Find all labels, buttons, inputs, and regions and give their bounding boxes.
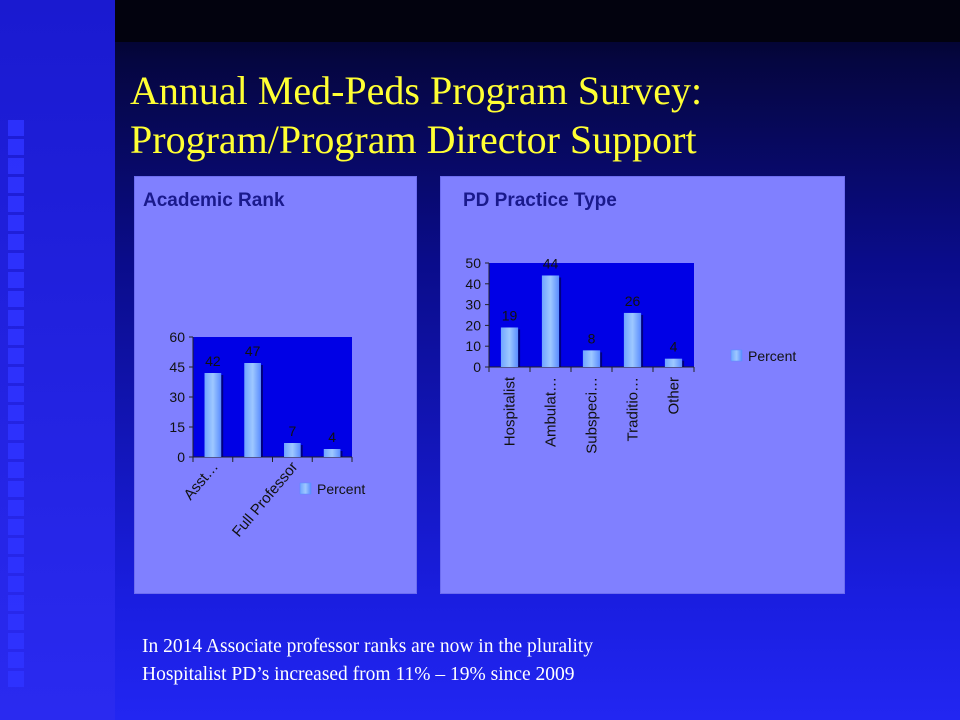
decor-square bbox=[8, 196, 24, 212]
decor-square bbox=[8, 158, 24, 174]
decor-square bbox=[8, 652, 24, 668]
y-tick-label: 40 bbox=[465, 276, 481, 292]
y-tick-label: 15 bbox=[169, 419, 185, 435]
decor-square bbox=[8, 405, 24, 421]
decor-square bbox=[8, 443, 24, 459]
data-label: 19 bbox=[502, 307, 518, 323]
x-tick-label: Asst… bbox=[181, 459, 222, 504]
data-label: 4 bbox=[670, 339, 678, 355]
decor-square bbox=[8, 500, 24, 516]
bar bbox=[204, 373, 222, 457]
bar bbox=[244, 363, 261, 457]
slide-notes: In 2014 Associate professor ranks are no… bbox=[142, 633, 942, 689]
chart-panel-academic-rank: Academic Rank 0 15 30 45 60 42 47 7 4 Asst… Full Pr… bbox=[134, 176, 417, 594]
decor-square bbox=[8, 614, 24, 630]
note-line-1: In 2014 Associate professor ranks are no… bbox=[142, 636, 594, 657]
x-tick-label: Hospitalist bbox=[502, 376, 519, 446]
y-tick-label: 60 bbox=[169, 329, 185, 345]
title-line-1: Annual Med-Peds Program Survey: bbox=[130, 68, 703, 113]
decor-square bbox=[8, 177, 24, 193]
decor-square bbox=[8, 462, 24, 478]
data-label: 47 bbox=[245, 343, 261, 359]
data-label: 44 bbox=[543, 255, 559, 271]
chart-title: Academic Rank bbox=[143, 190, 285, 211]
decor-square bbox=[8, 253, 24, 269]
legend-swatch bbox=[299, 482, 312, 495]
decor-square bbox=[8, 215, 24, 231]
decor-square bbox=[8, 234, 24, 250]
y-tick-label: 50 bbox=[465, 255, 481, 271]
bar bbox=[541, 275, 560, 367]
legend-swatch bbox=[730, 349, 743, 362]
note-line-2: Hospitalist PD’s increased from 11% – 19… bbox=[142, 664, 575, 685]
title-line-2: Program/Program Director Support bbox=[130, 117, 697, 162]
x-tick-label: Full Professor bbox=[229, 459, 302, 541]
decor-square bbox=[8, 329, 24, 345]
decor-square bbox=[8, 519, 24, 535]
plot-area bbox=[489, 263, 694, 367]
y-tick-label: 45 bbox=[169, 359, 185, 375]
bar bbox=[623, 312, 642, 367]
decor-square bbox=[8, 538, 24, 554]
decor-square bbox=[8, 576, 24, 592]
bar bbox=[500, 327, 519, 367]
decor-square bbox=[8, 139, 24, 155]
left-decor-band bbox=[0, 0, 115, 720]
y-tick-label: 30 bbox=[465, 297, 481, 313]
y-tick-label: 30 bbox=[169, 389, 185, 405]
data-label: 8 bbox=[588, 330, 596, 346]
bar bbox=[582, 350, 601, 367]
chart-academic-rank: Academic Rank 0 15 30 45 60 42 47 7 4 Asst… Full Pr… bbox=[143, 190, 365, 541]
decor-square bbox=[8, 557, 24, 573]
x-tick-label: Traditio… bbox=[625, 377, 642, 441]
decor-square bbox=[8, 367, 24, 383]
legend-label: Percent bbox=[748, 348, 796, 364]
decor-square bbox=[8, 291, 24, 307]
decor-square bbox=[8, 272, 24, 288]
decor-square bbox=[8, 671, 24, 687]
data-label: 42 bbox=[205, 353, 221, 369]
decor-square bbox=[8, 120, 24, 136]
bar bbox=[664, 358, 683, 367]
decor-square bbox=[8, 595, 24, 611]
x-tick-label: Ambulat… bbox=[543, 377, 560, 447]
decor-square bbox=[8, 386, 24, 402]
top-decor-bar bbox=[115, 0, 960, 42]
x-tick-label: Subspeci… bbox=[584, 377, 601, 454]
bar bbox=[284, 443, 301, 457]
bar bbox=[323, 449, 341, 457]
chart-title: PD Practice Type bbox=[463, 190, 617, 211]
data-label: 26 bbox=[625, 293, 641, 309]
legend-label: Percent bbox=[317, 481, 365, 497]
y-tick-label: 10 bbox=[465, 338, 481, 354]
decor-square bbox=[8, 633, 24, 649]
decor-square bbox=[8, 310, 24, 326]
decor-square bbox=[8, 481, 24, 497]
y-tick-label: 0 bbox=[177, 449, 185, 465]
decor-square bbox=[8, 348, 24, 364]
data-label: 4 bbox=[328, 429, 336, 445]
decor-square bbox=[8, 424, 24, 440]
y-tick-label: 0 bbox=[473, 359, 481, 375]
y-tick-label: 20 bbox=[465, 317, 481, 333]
data-label: 7 bbox=[288, 423, 296, 439]
chart-pd-practice-type: PD Practice Type 0 10 20 30 40 50 19 44 8 26 4 Hospi… bbox=[463, 190, 796, 454]
slide-title: Annual Med-Peds Program Survey: Program/… bbox=[130, 66, 940, 164]
chart-panel-pd-practice-type: PD Practice Type 0 10 20 30 40 50 19 44 8 26 4 Hospi… bbox=[440, 176, 845, 594]
x-tick-label: Other bbox=[666, 377, 683, 415]
